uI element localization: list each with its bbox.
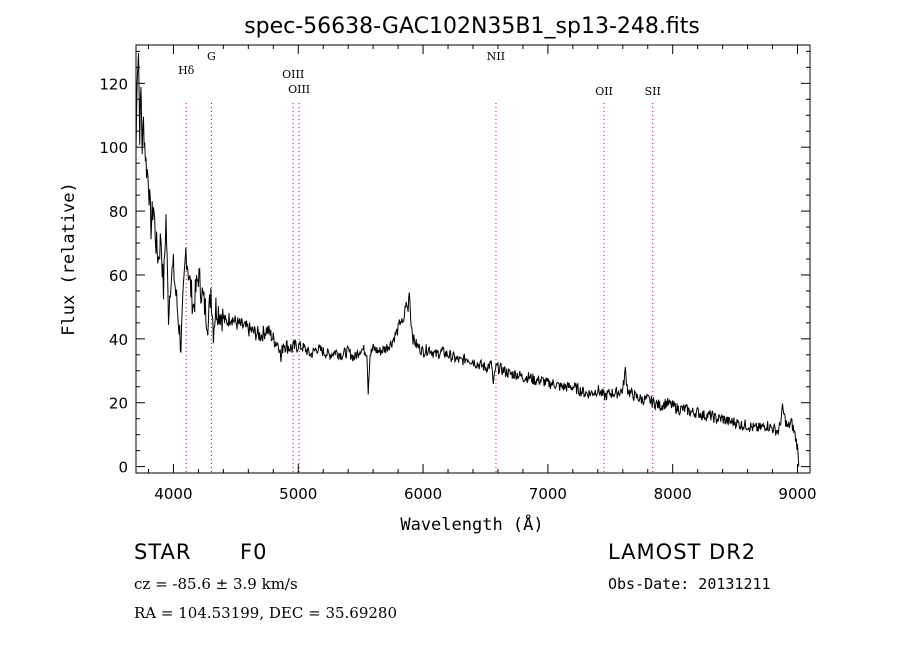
line-marker-label: OIII <box>282 68 304 81</box>
x-tick-label: 5000 <box>279 485 317 503</box>
y-tick-label: 60 <box>109 267 128 285</box>
line-marker-label: NII <box>487 50 505 63</box>
x-axis-label: Wavelength (Å) <box>400 513 543 535</box>
object-subclass: F0 <box>240 540 268 564</box>
x-axis-ticks: 4000 5000 6000 7000 8000 9000 <box>147 45 817 503</box>
coordinates: RA = 104.53199, DEC = 35.69280 <box>134 604 398 622</box>
y-tick-label: 120 <box>99 75 128 93</box>
y-axis-label: Flux (relative) <box>59 182 79 336</box>
spectrum-line <box>135 53 800 467</box>
cz-readout: cz = -85.6 ± 3.9 km/s <box>134 575 298 593</box>
x-tick-label: 6000 <box>404 485 442 503</box>
line-markers: Hδ G OIII OIII NII OII SII <box>178 50 661 473</box>
x-tick-label: 7000 <box>529 485 567 503</box>
chart-title: spec-56638-GAC102N35B1_sp13-248.fits <box>244 14 700 39</box>
y-tick-label: 100 <box>99 139 128 157</box>
y-tick-label: 40 <box>109 331 128 349</box>
survey-name: LAMOST DR2 <box>608 540 757 564</box>
line-marker-label: G <box>207 50 216 63</box>
x-tick-label: 8000 <box>654 485 692 503</box>
line-marker-label: Hδ <box>178 64 195 77</box>
y-tick-label: 80 <box>109 203 128 221</box>
line-marker-label: SII <box>645 85 661 98</box>
x-tick-label: 4000 <box>154 485 192 503</box>
object-class: STAR <box>134 540 192 564</box>
y-tick-label: 0 <box>118 459 128 477</box>
x-tick-label: 9000 <box>778 485 816 503</box>
line-marker-label: OIII <box>288 83 310 96</box>
y-tick-label: 20 <box>109 395 128 413</box>
obs-date: Obs-Date: 20131211 <box>608 575 771 593</box>
line-marker-label: OII <box>595 85 613 98</box>
plot-frame <box>135 44 811 474</box>
